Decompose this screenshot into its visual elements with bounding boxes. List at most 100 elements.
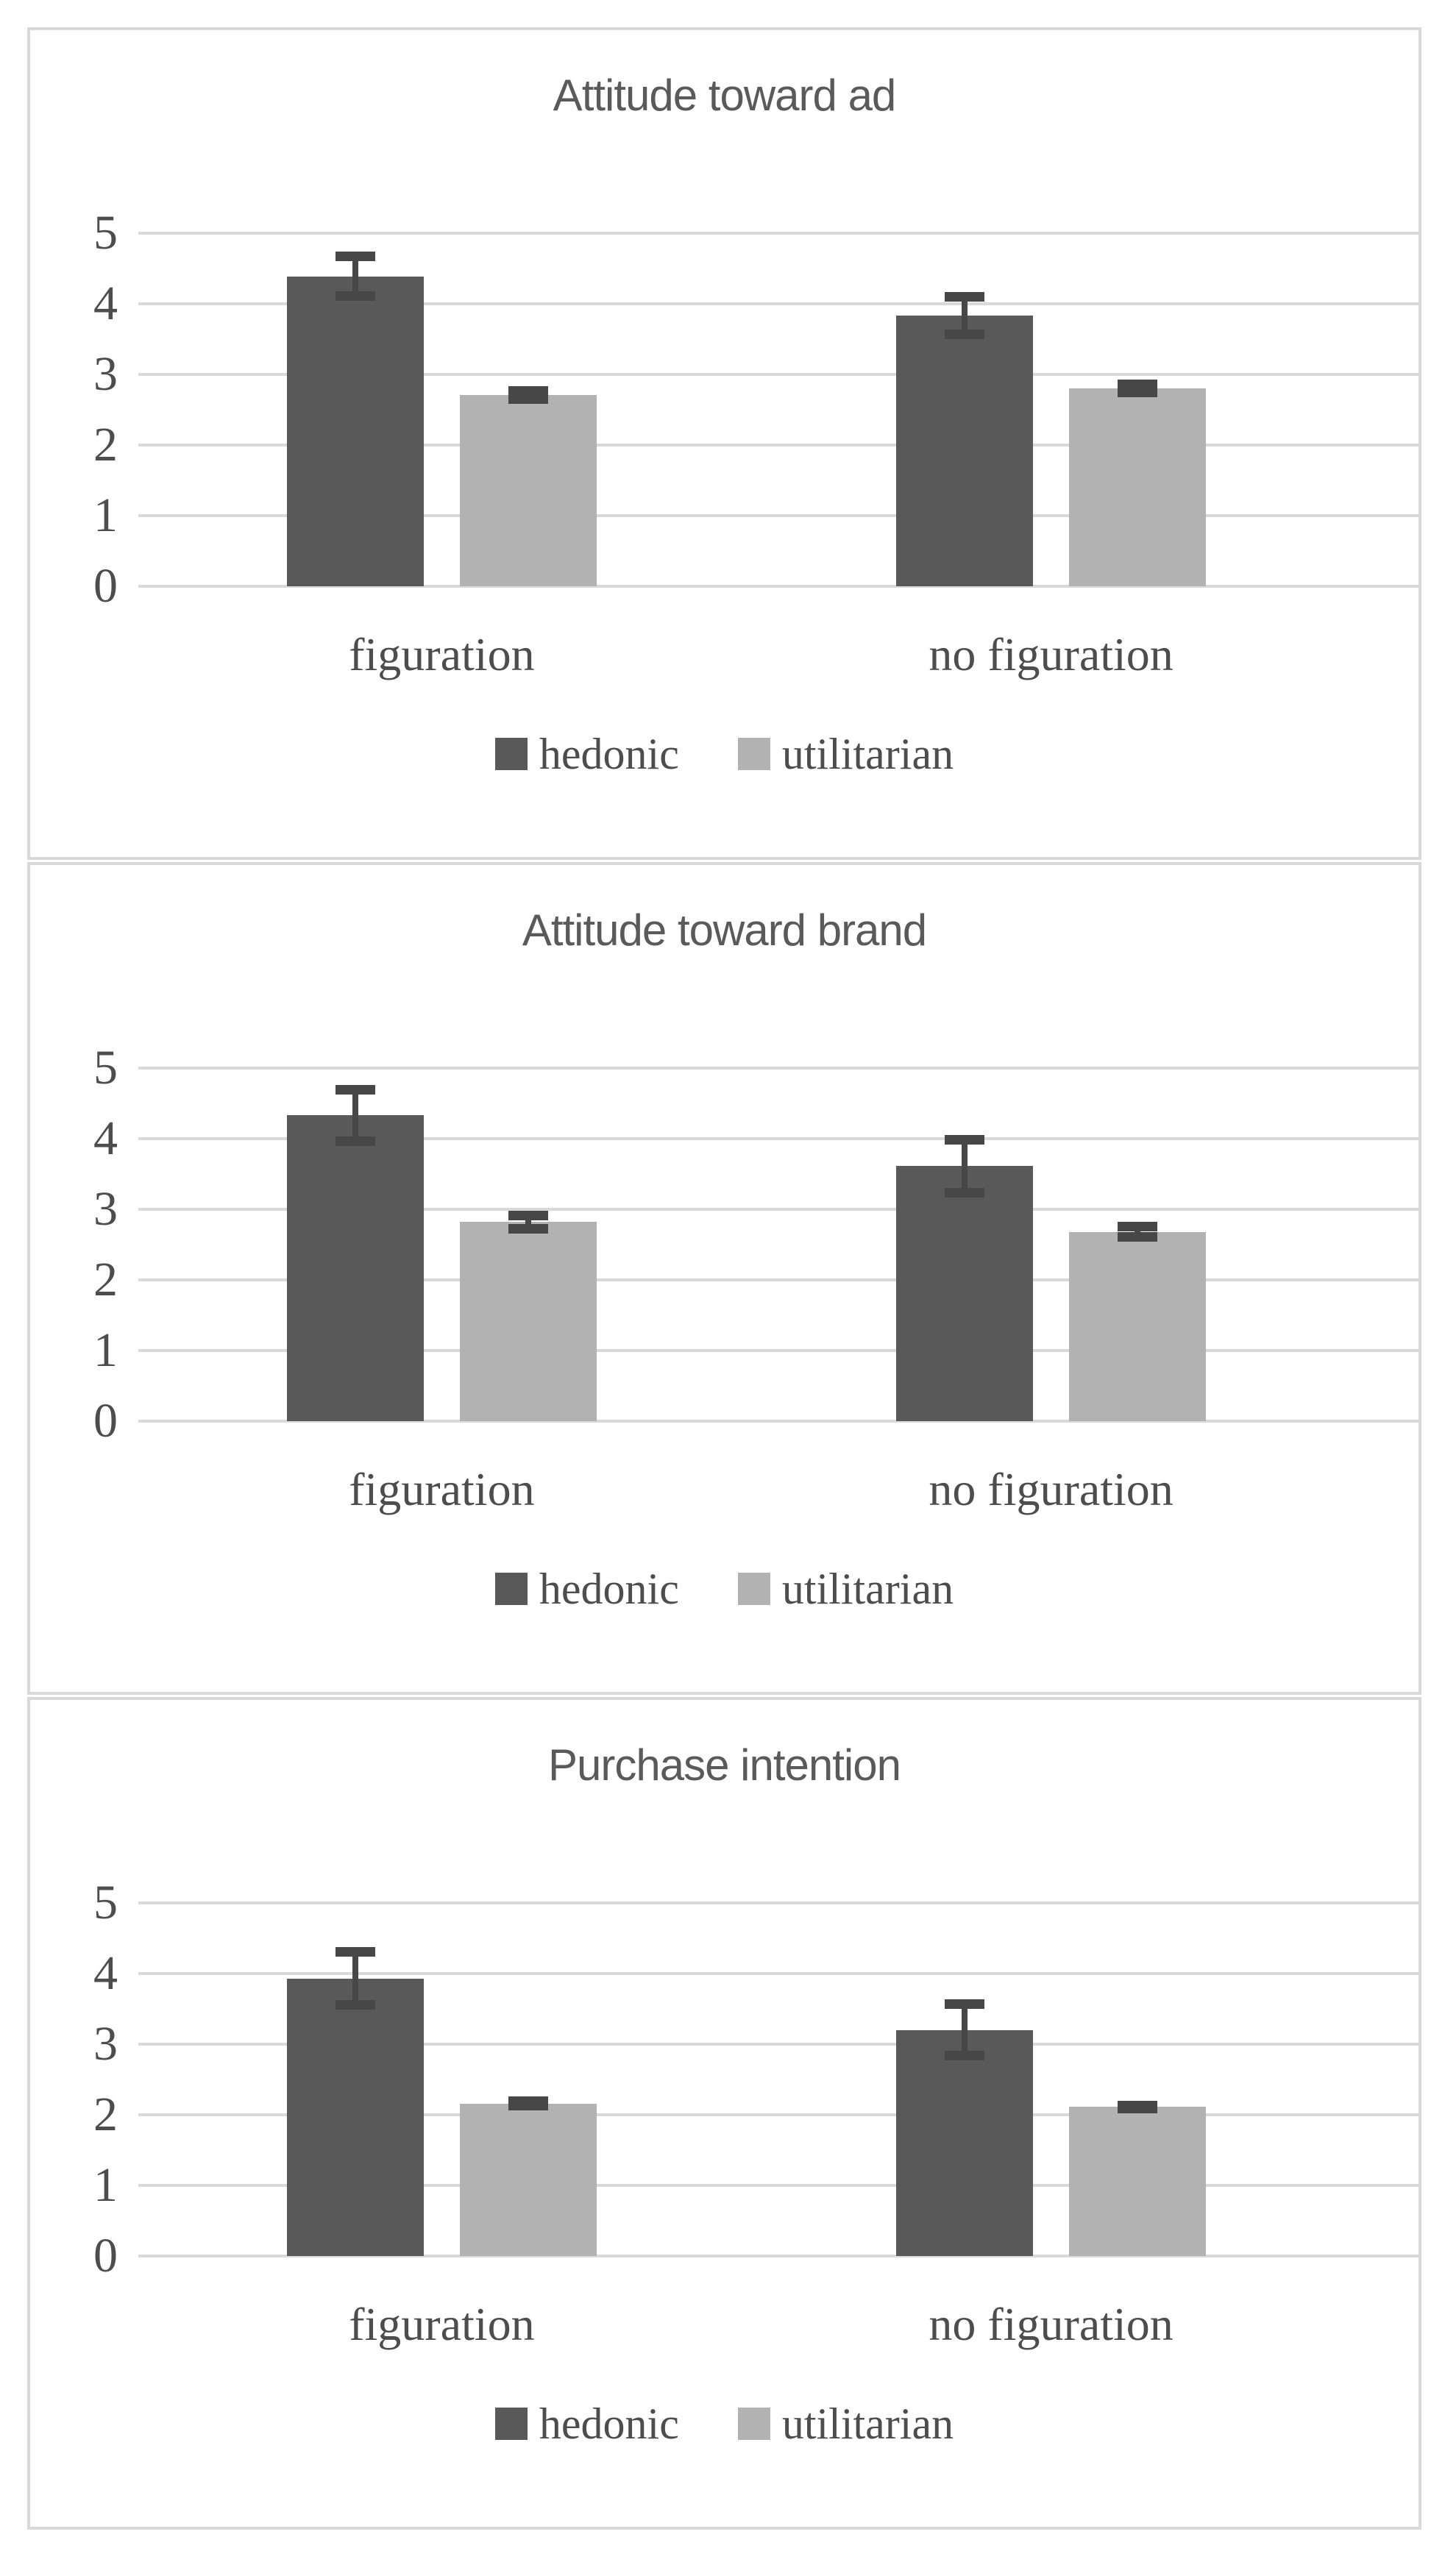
gridline-y1: [138, 1349, 1419, 1352]
y-tick-label-5: 5: [93, 1876, 118, 1929]
plot-area: [138, 232, 1419, 588]
bar-utilitarian-no-figuration: [1068, 388, 1207, 586]
gridline-y1: [138, 514, 1419, 517]
error-bar-cap-bottom: [945, 1187, 985, 1198]
chart-panel-attitude-toward-brand: Attitude toward brand 5 4 3 2 1 0 figuration n…: [27, 862, 1421, 1695]
gridline-y3: [138, 373, 1419, 376]
legend-item-utilitarian: utilitarian: [737, 1565, 954, 1613]
legend: hedonic utilitarian: [30, 728, 1419, 780]
y-tick-label-4: 4: [93, 1111, 118, 1165]
error-bar-hedonic-figuration: [335, 1947, 375, 2010]
error-bar-cap-top: [945, 1134, 985, 1145]
category-label-figuration: figuration: [349, 2298, 535, 2350]
y-tick-label-3: 3: [93, 1182, 118, 1236]
error-bar-cap-bottom: [1118, 2104, 1158, 2114]
legend-item-hedonic: hedonic: [494, 730, 679, 778]
error-bar-line: [962, 1139, 968, 1193]
y-tick-label-5: 5: [93, 206, 118, 260]
error-bar-utilitarian-figuration: [508, 2096, 548, 2111]
error-bar-hedonic-no-figuration: [945, 292, 985, 340]
legend-label-hedonic: hedonic: [539, 730, 679, 778]
gridline-y0: [138, 1420, 1419, 1423]
error-bar-utilitarian-no-figuration: [1118, 2100, 1158, 2114]
legend-swatch-utilitarian: [737, 738, 770, 770]
chart-body: 5 4 3 2 1 0: [30, 1044, 1419, 1445]
error-bar-utilitarian-no-figuration: [1118, 380, 1158, 397]
error-bar-cap-bottom: [1118, 1232, 1158, 1242]
legend-swatch-utilitarian: [737, 1573, 770, 1605]
chart-title: Attitude toward ad: [553, 71, 897, 120]
error-bar-cap-top: [335, 1947, 375, 1957]
chart-body: 5 4 3 2 1 0: [30, 209, 1419, 611]
bar-hedonic-no-figuration: [896, 2029, 1034, 2256]
bar-hedonic-no-figuration: [896, 1166, 1034, 1421]
error-bar-cap-bottom: [335, 291, 375, 302]
legend-label-utilitarian: utilitarian: [781, 1565, 954, 1613]
error-bar-cap-top: [335, 251, 375, 261]
gridline-y2: [138, 1278, 1419, 1281]
bar-utilitarian-figuration: [459, 394, 597, 586]
bar-utilitarian-no-figuration: [1068, 1231, 1207, 1421]
gridline-y5: [138, 232, 1419, 235]
error-bar-cap-bottom: [508, 1223, 548, 1234]
y-tick-label-2: 2: [93, 1253, 118, 1306]
error-bar-cap-bottom: [945, 330, 985, 340]
legend-swatch-hedonic: [494, 738, 528, 770]
legend-swatch-utilitarian: [737, 2408, 770, 2440]
plot-area: [138, 1067, 1419, 1423]
category-axis: figuration no figuration: [138, 1463, 1419, 1523]
y-tick-label-0: 0: [93, 559, 118, 613]
error-bar-hedonic-no-figuration: [945, 1134, 985, 1198]
y-tick-label-0: 0: [93, 1394, 118, 1448]
y-tick-label-4: 4: [93, 1946, 118, 2000]
y-tick-label-0: 0: [93, 2229, 118, 2283]
category-axis: figuration no figuration: [138, 2298, 1419, 2358]
error-bar-cap-top: [335, 1084, 375, 1095]
y-tick-label-1: 1: [93, 488, 118, 542]
bar-utilitarian-figuration: [459, 1222, 597, 1421]
legend-item-hedonic: hedonic: [494, 1565, 679, 1613]
legend-label-hedonic: hedonic: [539, 1565, 679, 1613]
y-tick-label-3: 3: [93, 2017, 118, 2071]
y-tick-label-3: 3: [93, 347, 118, 401]
legend-item-utilitarian: utilitarian: [737, 732, 954, 776]
error-bar-line: [352, 1089, 358, 1142]
gridline-y4: [138, 1137, 1419, 1140]
error-bar-line: [1135, 1226, 1141, 1238]
chart-title: Purchase intention: [548, 1740, 901, 1790]
bar-hedonic-figuration: [286, 1978, 424, 2256]
error-bar-cap-bottom: [335, 1136, 375, 1146]
error-bar-line: [352, 255, 358, 297]
gridline-y1: [138, 2184, 1419, 2187]
error-bar-line: [352, 1951, 358, 2006]
error-bar-cap-top: [1118, 380, 1158, 390]
gridline-y0: [138, 2255, 1419, 2257]
gridline-y2: [138, 2113, 1419, 2116]
error-bar-cap-bottom: [508, 2101, 548, 2111]
gridline-y3: [138, 1208, 1419, 1211]
gridline-y4: [138, 302, 1419, 305]
y-tick-label-4: 4: [93, 277, 118, 330]
error-bar-line: [962, 2004, 968, 2057]
bar-hedonic-figuration: [286, 1115, 424, 1421]
y-tick-label-5: 5: [93, 1041, 118, 1095]
gridline-y0: [138, 585, 1419, 588]
bar-hedonic-no-figuration: [896, 316, 1034, 586]
gridline-y3: [138, 2043, 1419, 2046]
legend-item-utilitarian: utilitarian: [737, 2402, 954, 2446]
gridline-y5: [138, 1901, 1419, 1904]
legend-swatch-hedonic: [494, 1573, 528, 1605]
error-bar-cap-top: [508, 386, 548, 396]
y-tick-label-2: 2: [93, 2088, 118, 2141]
error-bar-line: [962, 296, 968, 335]
y-tick-label-2: 2: [93, 418, 118, 472]
gridline-y4: [138, 1972, 1419, 1975]
y-axis: 5 4 3 2 1 0: [30, 1044, 138, 1445]
chart-panel-purchase-intention: Purchase intention 5 4 3 2 1 0 figuration no f…: [27, 1697, 1421, 2530]
category-label-no-figuration: no figuration: [929, 1463, 1174, 1515]
error-bar-hedonic-figuration: [335, 251, 375, 302]
error-bar-utilitarian-no-figuration: [1118, 1222, 1158, 1242]
error-bar-utilitarian-figuration: [508, 1210, 548, 1234]
y-tick-label-1: 1: [93, 1323, 118, 1377]
bar-hedonic-figuration: [286, 276, 424, 586]
